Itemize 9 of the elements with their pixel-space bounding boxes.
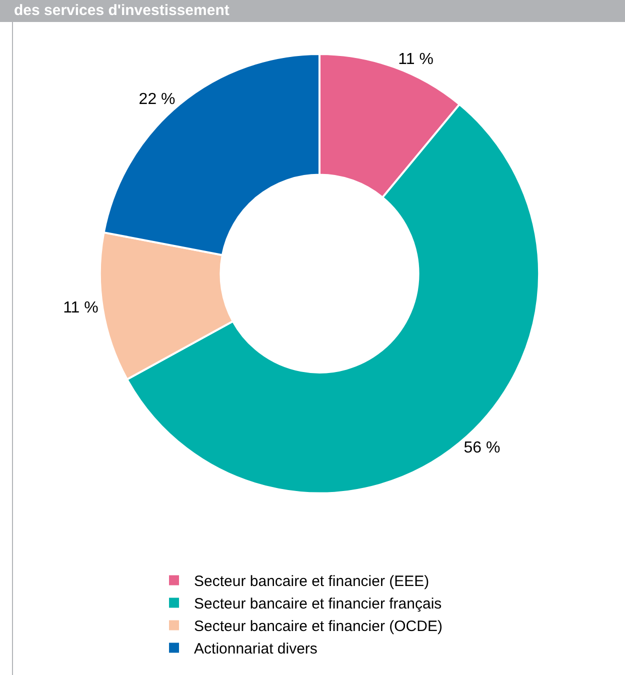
legend-label: Secteur bancaire et financier français xyxy=(194,596,442,613)
data-label: 11 % xyxy=(398,50,434,68)
legend-label: Actionnariat divers xyxy=(194,640,318,658)
data-label: 22 % xyxy=(138,90,176,108)
chart-title: des services d'investissement xyxy=(0,0,625,22)
legend-label: Secteur bancaire et financier (OCDE) xyxy=(194,618,442,636)
data-label: 56 % xyxy=(464,439,500,456)
legend-label: Secteur bancaire et financier (EEE) xyxy=(194,573,430,590)
data-label: 11 % xyxy=(63,300,98,317)
